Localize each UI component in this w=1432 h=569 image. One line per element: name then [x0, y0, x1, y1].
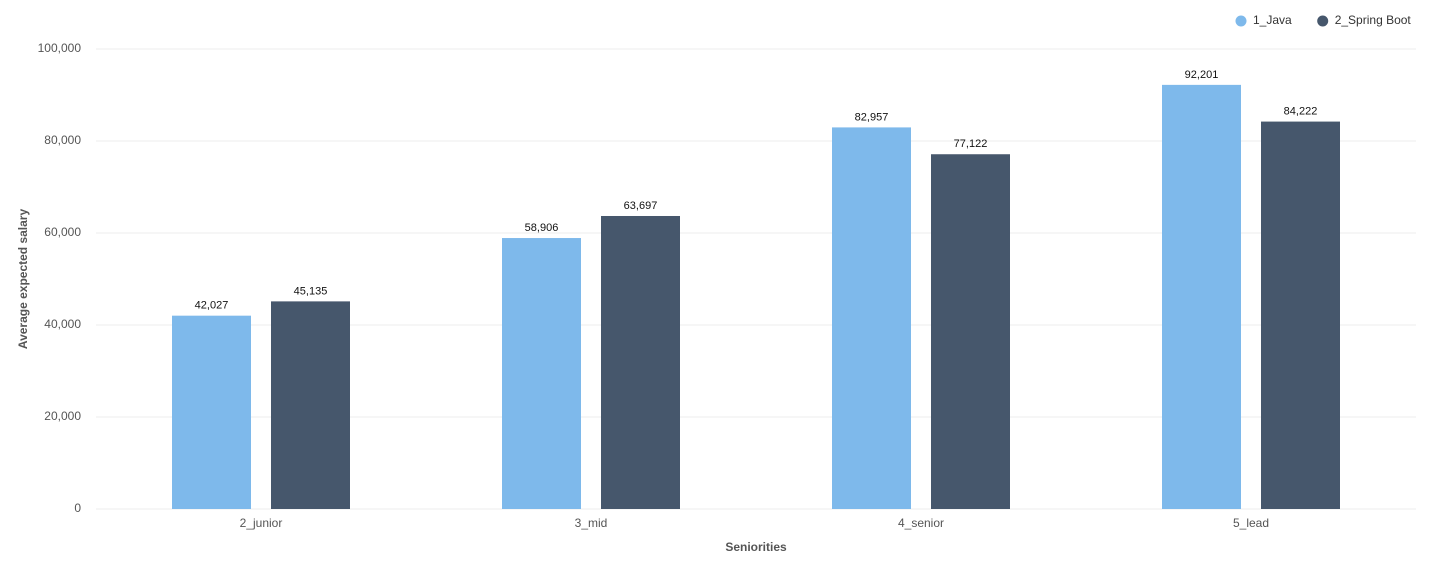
x-tick-label: 4_senior: [898, 516, 944, 530]
y-tick-label: 100,000: [38, 41, 82, 55]
x-tick-label: 5_lead: [1233, 516, 1269, 530]
bar: [271, 301, 350, 509]
value-label: 58,906: [525, 222, 559, 234]
x-axis-title: Seniorities: [725, 540, 787, 554]
bar: [1261, 121, 1340, 509]
bar: [931, 154, 1010, 509]
bar: [832, 127, 911, 509]
legend-label: 2_Spring Boot: [1335, 13, 1412, 27]
y-tick-label: 40,000: [44, 317, 81, 331]
bar: [1162, 84, 1241, 509]
value-label: 42,027: [195, 300, 229, 312]
x-tick-label: 2_junior: [240, 516, 283, 530]
value-label: 92,201: [1185, 69, 1219, 81]
value-label: 63,697: [624, 200, 658, 212]
value-label: 45,135: [294, 285, 328, 297]
value-label: 82,957: [855, 111, 889, 123]
legend-label: 1_Java: [1253, 13, 1292, 27]
value-label: 84,222: [1284, 105, 1318, 117]
legend-marker: [1317, 15, 1329, 27]
y-tick-label: 20,000: [44, 409, 81, 423]
value-label: 77,122: [954, 138, 988, 150]
y-tick-label: 80,000: [44, 133, 81, 147]
x-tick-label: 3_mid: [575, 516, 608, 530]
bar: [502, 238, 581, 509]
y-tick-label: 0: [74, 501, 81, 515]
y-axis-title: Average expected salary: [16, 209, 30, 350]
legend-marker: [1235, 15, 1247, 27]
bar: [601, 215, 680, 509]
y-tick-label: 60,000: [44, 225, 81, 239]
bar: [172, 315, 251, 509]
